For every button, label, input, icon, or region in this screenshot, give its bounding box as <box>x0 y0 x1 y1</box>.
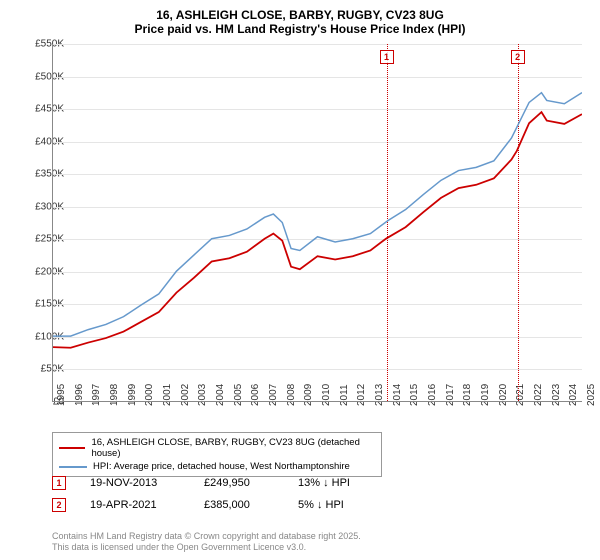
sale-delta: 5% ↓ HPI <box>298 499 344 511</box>
sale-price: £249,950 <box>204 477 274 489</box>
chart-subtitle: Price paid vs. HM Land Registry's House … <box>0 22 600 42</box>
series-hpi <box>53 93 582 336</box>
sale-price: £385,000 <box>204 499 274 511</box>
series-lines <box>53 44 582 401</box>
legend-swatch <box>59 447 85 449</box>
chart-container: 16, ASHLEIGH CLOSE, BARBY, RUGBY, CV23 8… <box>0 0 600 560</box>
sale-date: 19-APR-2021 <box>90 499 180 511</box>
footer: Contains HM Land Registry data © Crown c… <box>52 531 361 554</box>
chart-marker: 2 <box>511 50 525 64</box>
sale-marker: 2 <box>52 498 66 512</box>
sale-delta: 13% ↓ HPI <box>298 477 350 489</box>
sale-marker: 1 <box>52 476 66 490</box>
footer-line-1: Contains HM Land Registry data © Crown c… <box>52 531 361 543</box>
legend-label: HPI: Average price, detached house, West… <box>93 461 350 472</box>
legend-row: 16, ASHLEIGH CLOSE, BARBY, RUGBY, CV23 8… <box>59 436 375 460</box>
chart-title: 16, ASHLEIGH CLOSE, BARBY, RUGBY, CV23 8… <box>0 0 600 22</box>
sale-date: 19-NOV-2013 <box>90 477 180 489</box>
chart-marker: 1 <box>380 50 394 64</box>
sale-row: 2 19-APR-2021 £385,000 5% ↓ HPI <box>52 494 350 516</box>
legend-label: 16, ASHLEIGH CLOSE, BARBY, RUGBY, CV23 8… <box>91 437 375 459</box>
legend: 16, ASHLEIGH CLOSE, BARBY, RUGBY, CV23 8… <box>52 432 382 477</box>
legend-swatch <box>59 466 87 468</box>
footer-line-2: This data is licensed under the Open Gov… <box>52 542 361 554</box>
series-price <box>53 112 582 348</box>
plot-area: 12 <box>52 44 582 402</box>
x-tick-label: 2025 <box>586 384 597 406</box>
sales-table: 1 19-NOV-2013 £249,950 13% ↓ HPI 2 19-APR-202… <box>52 472 350 516</box>
sale-row: 1 19-NOV-2013 £249,950 13% ↓ HPI <box>52 472 350 494</box>
